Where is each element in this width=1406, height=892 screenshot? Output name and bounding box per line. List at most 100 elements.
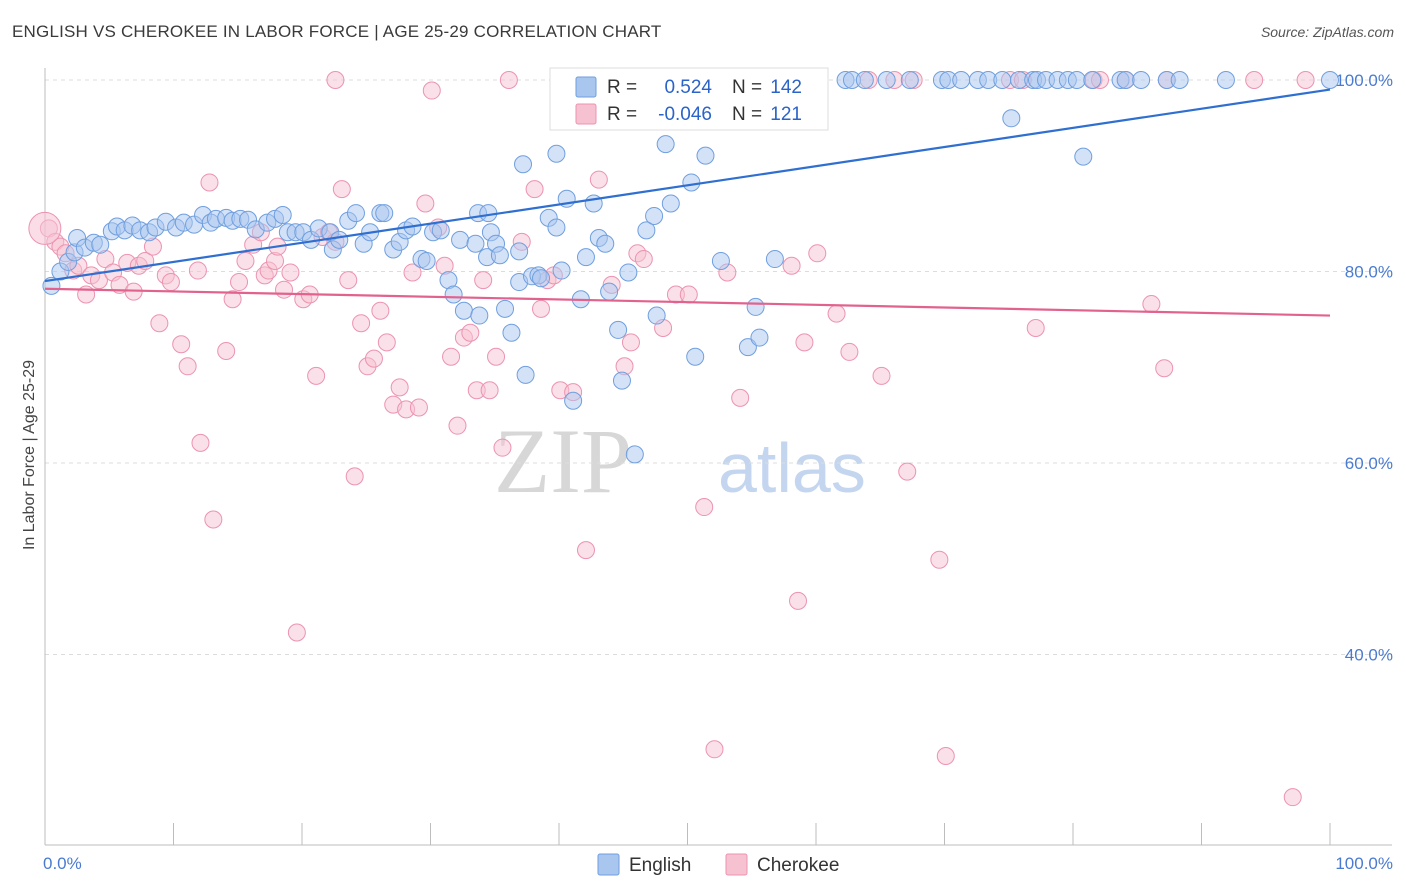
english-point bbox=[619, 263, 638, 282]
cherokee-point bbox=[161, 273, 180, 292]
cherokee-point bbox=[1155, 359, 1174, 378]
x-tick-label: 0.0% bbox=[43, 854, 82, 873]
cherokee-point bbox=[217, 341, 236, 360]
cherokee-point bbox=[1142, 295, 1161, 314]
cherokee-point bbox=[422, 81, 441, 100]
english-r-value: 0.524 bbox=[664, 77, 712, 98]
cherokee-point bbox=[679, 285, 698, 304]
cherokee-point bbox=[930, 550, 949, 569]
chart-title: ENGLISH VS CHEROKEE IN LABOR FORCE | AGE… bbox=[12, 22, 662, 41]
cherokee-point bbox=[731, 388, 750, 407]
english-point bbox=[552, 261, 571, 280]
english-point bbox=[330, 230, 349, 249]
trend-lines bbox=[44, 88, 1331, 317]
cherokee-point bbox=[281, 263, 300, 282]
cherokee-point bbox=[371, 301, 390, 320]
cherokee-point bbox=[191, 433, 210, 452]
cherokee-point bbox=[416, 194, 435, 213]
english-point bbox=[547, 144, 566, 163]
cherokee-point bbox=[236, 251, 255, 270]
legend-cherokee-swatch bbox=[725, 853, 748, 876]
english-point bbox=[682, 173, 701, 192]
x-tick-label: 100.0% bbox=[1335, 854, 1393, 873]
english-point bbox=[877, 71, 896, 89]
cherokee-point bbox=[1245, 71, 1264, 89]
cherokee-point bbox=[480, 381, 499, 400]
english-point bbox=[431, 221, 450, 240]
cherokee-point bbox=[487, 347, 506, 366]
english-point bbox=[502, 323, 521, 342]
english-point bbox=[1216, 71, 1235, 89]
cherokee-point bbox=[150, 314, 169, 333]
cherokee-point bbox=[172, 335, 191, 354]
english-point bbox=[510, 242, 529, 261]
english-point bbox=[444, 285, 463, 304]
cherokee-point bbox=[461, 323, 480, 342]
english-point bbox=[952, 71, 971, 89]
cherokee-point bbox=[493, 438, 512, 457]
english-point bbox=[746, 297, 765, 316]
english-point bbox=[612, 371, 631, 390]
cherokee-point bbox=[525, 180, 544, 199]
cherokee-point bbox=[377, 333, 396, 352]
english-point bbox=[496, 299, 515, 318]
series-legend: English Cherokee bbox=[597, 853, 839, 876]
english-point bbox=[1083, 71, 1102, 89]
english-point bbox=[514, 155, 533, 174]
cherokee-point bbox=[589, 170, 608, 189]
english-n-label: N = bbox=[732, 77, 762, 98]
english-point bbox=[1170, 71, 1189, 89]
english-point bbox=[661, 194, 680, 213]
cherokee-point bbox=[188, 261, 207, 280]
cherokee-point bbox=[840, 342, 859, 361]
cherokee-point bbox=[275, 280, 294, 299]
english-point bbox=[532, 269, 551, 288]
english-point bbox=[451, 230, 470, 249]
english-point bbox=[645, 206, 664, 225]
cherokee-point bbox=[827, 304, 846, 323]
y-tick-label: 40.0% bbox=[1345, 646, 1393, 665]
english-point bbox=[417, 251, 436, 270]
english-point bbox=[609, 320, 628, 339]
english-point bbox=[900, 71, 919, 89]
cherokee-point bbox=[307, 366, 326, 385]
cherokee-point bbox=[576, 541, 595, 560]
gridlines bbox=[45, 79, 1392, 655]
english-point bbox=[1116, 71, 1135, 89]
english-point bbox=[1074, 147, 1093, 166]
cherokee-point bbox=[89, 271, 108, 290]
english-point bbox=[516, 365, 535, 384]
cherokee-point bbox=[364, 349, 383, 368]
cherokee-point bbox=[345, 467, 364, 486]
english-point bbox=[576, 248, 595, 267]
cherokee-point bbox=[474, 271, 493, 290]
english-point bbox=[656, 135, 675, 154]
cherokee-point bbox=[332, 180, 351, 199]
y-tick-labels: 40.0% 60.0% 80.0% 100.0% bbox=[1335, 71, 1393, 665]
english-point bbox=[993, 71, 1012, 89]
english-n-value: 142 bbox=[770, 77, 802, 98]
stats-legend: R = 0.524 N = 142 R = -0.046 N = 121 bbox=[549, 67, 829, 131]
cherokee-point bbox=[621, 333, 640, 352]
english-trend-line bbox=[44, 88, 1331, 283]
cherokee-point bbox=[403, 263, 422, 282]
english-point bbox=[564, 391, 583, 410]
y-tick-label: 60.0% bbox=[1345, 454, 1393, 473]
cherokee-point bbox=[872, 366, 891, 385]
cherokee-point bbox=[204, 510, 223, 529]
english-point bbox=[855, 71, 874, 89]
english-point bbox=[454, 301, 473, 320]
cherokee-point bbox=[352, 314, 371, 333]
cherokee-point bbox=[936, 746, 955, 765]
cherokee-point bbox=[1026, 318, 1045, 337]
y-axis-label: In Labor Force | Age 25-29 bbox=[21, 360, 38, 550]
cherokee-point bbox=[326, 71, 345, 89]
legend-cherokee-label: Cherokee bbox=[757, 855, 839, 876]
x-tick-labels: 0.0% 100.0% bbox=[43, 854, 1393, 873]
cherokee-point bbox=[782, 256, 801, 275]
cherokee-point bbox=[287, 623, 306, 642]
cherokee-point bbox=[795, 333, 814, 352]
cherokee-point bbox=[808, 244, 827, 263]
english-point bbox=[346, 204, 365, 223]
